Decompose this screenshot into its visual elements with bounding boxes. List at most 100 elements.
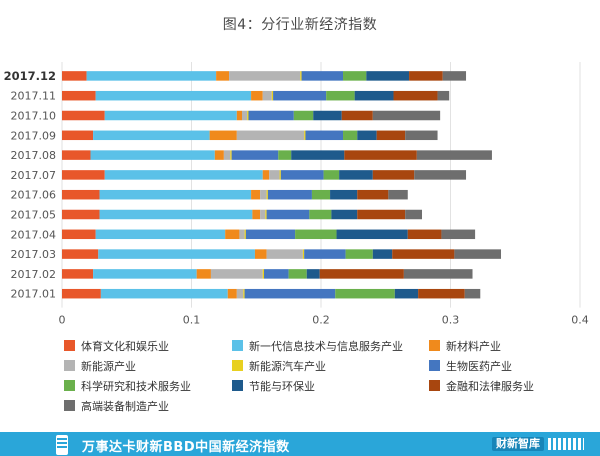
legend-item: 新材料产业 — [429, 339, 501, 355]
bar-segment — [442, 71, 467, 81]
bar-segment — [62, 269, 94, 279]
legend-swatch — [64, 400, 75, 411]
bar-segment — [323, 170, 340, 180]
legend-label: 节能与环保业 — [249, 380, 315, 393]
legend-item: 科学研究和技术服务业 — [64, 379, 191, 395]
bar-segment — [306, 269, 320, 279]
bar-segment — [273, 90, 327, 101]
bar-segment — [344, 150, 417, 160]
bar-segment — [242, 110, 248, 121]
y-axis-labels: 2017.12 2017.11 2017.10 2017.09 2017.08 2017.… — [4, 69, 56, 301]
bar-segment — [372, 170, 415, 180]
phone-logo-icon — [56, 435, 68, 455]
bar-segment — [245, 229, 296, 240]
bar-segment — [309, 209, 332, 220]
bar-segment — [236, 130, 305, 141]
bar-series — [62, 71, 502, 299]
bar-segment — [262, 269, 265, 279]
x-tick-label: 0.1 — [183, 314, 201, 327]
bar-segment — [251, 90, 263, 101]
bar-segment — [366, 71, 410, 81]
bar-segment — [99, 209, 253, 220]
y-tick-label: 2017.03 — [11, 248, 57, 261]
bar-segment — [93, 130, 210, 141]
legend-swatch — [429, 360, 440, 371]
bar-segment — [86, 71, 217, 81]
bar-segment — [62, 249, 99, 259]
bar-segment — [414, 170, 467, 180]
y-tick-label: 2017.07 — [11, 169, 57, 182]
legend-item: 高端装备制造产业 — [64, 399, 169, 415]
bar-segment — [301, 71, 344, 81]
bar-segment — [266, 249, 303, 259]
bar-segment — [248, 110, 294, 121]
bar-segment — [319, 269, 404, 279]
bar-segment — [62, 189, 100, 200]
bar-segment — [405, 130, 438, 141]
bar-segment — [247, 110, 249, 121]
legend-label: 高端装备制造产业 — [81, 400, 169, 413]
bar-segment — [90, 150, 215, 160]
bar-segment — [104, 170, 263, 180]
bar-segment — [93, 269, 197, 279]
bar-segment — [62, 150, 91, 160]
bar-segment — [330, 189, 358, 200]
footer-banner: 万事达卡财新BBD中国新经济指数 财新智库 — [0, 432, 600, 456]
bar-segment — [269, 170, 280, 180]
bar-segment — [271, 90, 274, 101]
legend-label: 金融和法律服务业 — [446, 380, 534, 393]
bar-segment — [291, 150, 345, 160]
bar-segment — [95, 90, 252, 101]
bar-segment — [357, 209, 406, 220]
x-tick-label: 0.2 — [312, 314, 330, 327]
bar-segment — [288, 269, 307, 279]
legend-label: 新材料产业 — [446, 340, 501, 353]
bar-segment — [214, 150, 224, 160]
bar-segment — [230, 150, 232, 160]
bar-segment — [223, 150, 231, 160]
bar-segment — [437, 90, 450, 101]
bar-segment — [403, 269, 473, 279]
bar-segment — [313, 110, 342, 121]
bar-segment — [229, 71, 301, 81]
bar-segment — [267, 189, 312, 200]
bar-segment — [304, 130, 306, 141]
y-tick-label: 2017.06 — [11, 189, 57, 202]
bar-segment — [262, 170, 270, 180]
bar-segment — [62, 110, 105, 121]
bar-segment — [376, 130, 406, 141]
legend-swatch — [64, 340, 75, 351]
bar-segment — [305, 130, 344, 141]
bar-segment — [341, 110, 373, 121]
bar-segment — [302, 249, 305, 259]
legend-swatch — [429, 340, 440, 351]
bar-segment — [231, 150, 279, 160]
bar-segment — [392, 249, 455, 259]
bar-segment — [405, 209, 423, 220]
bar-segment — [357, 189, 389, 200]
bar-segment — [62, 90, 96, 101]
bar-segment — [62, 130, 94, 141]
legend-item: 生物医药产业 — [429, 359, 512, 375]
bar-segment — [100, 288, 228, 299]
bar-segment — [441, 229, 476, 240]
bar-segment — [304, 249, 346, 259]
legend-item: 新能源汽车产业 — [232, 359, 326, 375]
stacked-bar-chart: 2017.12 2017.11 2017.10 2017.09 2017.08 2017.… — [4, 62, 589, 327]
bar-segment — [279, 170, 281, 180]
bar-segment — [336, 229, 408, 240]
y-tick-label: 2017.02 — [11, 268, 57, 281]
legend-swatch — [232, 380, 243, 391]
brand-mark-icon — [548, 438, 584, 450]
bar-segment — [300, 71, 302, 81]
bar-segment — [343, 71, 367, 81]
legend-item: 新能源产业 — [64, 359, 136, 375]
bar-segment — [98, 249, 255, 259]
bar-segment — [225, 229, 240, 240]
bar-segment — [95, 229, 226, 240]
bar-segment — [394, 288, 419, 299]
bar-segment — [372, 110, 441, 121]
bar-segment — [418, 288, 465, 299]
bar-segment — [244, 288, 336, 299]
bar-segment — [311, 189, 331, 200]
